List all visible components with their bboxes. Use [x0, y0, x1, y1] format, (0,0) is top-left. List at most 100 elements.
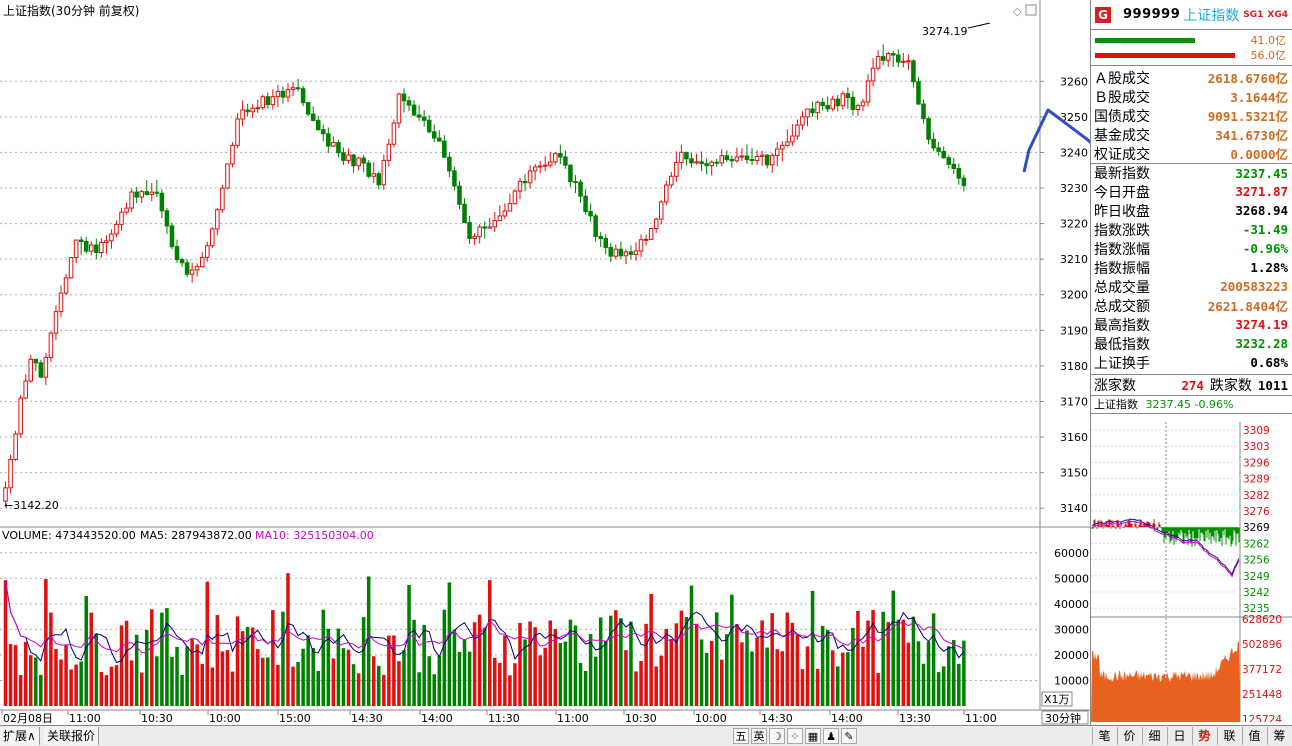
quote-stat-row: 今日开盘 3271.87 — [1091, 182, 1292, 201]
time-axis-label: 11:00 — [557, 712, 589, 725]
volume-bar — [281, 611, 285, 706]
candle-body — [275, 90, 281, 98]
volume-bar — [346, 649, 351, 706]
volume-bar — [301, 648, 305, 706]
ime-english-icon[interactable]: 英 — [751, 728, 767, 744]
volume-bar — [664, 628, 669, 706]
volume-bar — [84, 596, 88, 706]
ime-keyboard-icon[interactable]: ▦ — [805, 728, 821, 744]
volume-bar — [881, 611, 885, 706]
candle-body — [638, 239, 644, 252]
volume-bar — [452, 629, 457, 706]
volume-bar — [644, 623, 648, 706]
tab-value[interactable]: 值 — [1242, 727, 1266, 745]
mini-axis-label: 3262 — [1243, 538, 1270, 550]
mini-axis-label: 3249 — [1243, 571, 1270, 583]
volume-bar — [508, 675, 512, 706]
tab-price[interactable]: 价 — [1117, 727, 1141, 745]
g-icon[interactable]: G — [1095, 6, 1111, 23]
candle-body — [371, 173, 376, 177]
volume-unit-label: X1万 — [1044, 693, 1070, 706]
down-count-label: 跌家数 — [1209, 378, 1252, 394]
stat-value: 3237.45 — [1235, 165, 1288, 181]
volume-bar — [457, 651, 462, 706]
volume-bar — [366, 576, 371, 706]
ime-punct-icon[interactable]: ⁘ — [787, 728, 803, 744]
tab-extend[interactable]: 扩展∧ — [0, 727, 40, 745]
tab-link[interactable]: 联 — [1217, 727, 1241, 745]
volume-bar — [240, 631, 245, 706]
volume-bar — [906, 642, 911, 706]
time-axis-label: 11:00 — [69, 712, 101, 725]
mini-avg-line — [1091, 520, 1240, 578]
volume-bar — [785, 612, 790, 706]
candle-body — [941, 150, 946, 159]
volume-bar — [528, 621, 532, 706]
candle-body — [956, 167, 962, 179]
volume-bar — [946, 646, 951, 706]
candle-body — [94, 244, 99, 253]
mini-axis-label: 3235 — [1243, 603, 1270, 615]
candle-body — [911, 60, 916, 83]
quote-stat-row: 最新指数 3237.45 — [1091, 163, 1292, 182]
stat-label: 最新指数 — [1094, 166, 1150, 182]
stat-value: 200583223 — [1220, 279, 1288, 294]
volume-bar — [144, 629, 149, 706]
ime-user-icon[interactable]: ♟ — [823, 728, 839, 744]
period-box[interactable] — [1041, 710, 1089, 725]
volume-bar — [271, 610, 275, 706]
price-axis-label: 3240 — [1060, 146, 1088, 159]
window-toggle-icon[interactable] — [1025, 4, 1037, 16]
stat-label: 基金成交 — [1094, 127, 1150, 144]
mini-axis-label: 3282 — [1243, 490, 1270, 502]
tab-chips[interactable]: 筹 — [1267, 727, 1291, 745]
tab-related-quotes[interactable]: 关联报价 — [44, 727, 100, 745]
tab-detail[interactable]: 细 — [1142, 727, 1166, 745]
mini-chart-title: 上证指数 — [1094, 398, 1138, 411]
volume-bar — [13, 645, 18, 706]
mini-price-line — [1091, 518, 1240, 576]
volume-bar — [442, 609, 447, 706]
tab-daily[interactable]: 日 — [1167, 727, 1191, 745]
mini-axis-label: 3256 — [1243, 555, 1270, 567]
time-axis-label: 10:30 — [625, 712, 657, 725]
volume-bar — [911, 616, 916, 706]
volume-bar — [498, 662, 502, 706]
diamond-icon[interactable]: ◇ — [1013, 5, 1022, 18]
candle-body — [164, 210, 170, 227]
tab-trades[interactable]: 笔 — [1092, 727, 1116, 745]
volume-bar — [957, 663, 961, 706]
volume-axis-label: 50000 — [1054, 572, 1089, 585]
volume-bar — [3, 580, 8, 706]
volume-bar — [356, 673, 361, 706]
volume-axis-label: 20000 — [1054, 649, 1089, 662]
volume-bar — [114, 665, 119, 706]
volume-bar — [815, 668, 820, 706]
volume-bar — [563, 641, 568, 706]
volume-bar — [891, 590, 896, 706]
sell-bar — [1095, 53, 1235, 58]
candle-body — [452, 170, 457, 187]
volume-bar — [331, 658, 336, 706]
candle-body — [78, 239, 84, 242]
quote-stat-row: 基金成交 341.6730亿 — [1091, 125, 1292, 144]
volume-bar — [49, 612, 53, 706]
candle-body — [800, 116, 805, 126]
tab-trend[interactable]: 势 — [1192, 727, 1216, 745]
ime-wubi-icon[interactable]: 五 — [733, 728, 749, 744]
candle-body — [68, 257, 74, 279]
ime-tools-icon[interactable]: ✎ — [841, 728, 857, 744]
volume-bar — [382, 674, 386, 706]
intraday-mini-chart[interactable]: 3309 3303 3296 3289 3282 3276 3269 3262 3256 3249… — [1091, 422, 1292, 722]
volume-bar — [699, 639, 704, 706]
candle-body — [442, 140, 447, 158]
candlestick-chart[interactable]: 3260 3250 3240 3230 3220 3210 3200 3190 3180 3170… — [0, 0, 1090, 725]
volume-bar — [583, 670, 588, 706]
volume-bar — [684, 616, 689, 706]
drawn-trendline[interactable] — [1022, 70, 1090, 190]
candle-body — [119, 211, 124, 225]
ime-moon-icon[interactable]: ☽ — [769, 728, 785, 744]
candles-group — [3, 44, 967, 505]
volume-bar — [170, 656, 174, 706]
candle-body — [689, 158, 694, 164]
